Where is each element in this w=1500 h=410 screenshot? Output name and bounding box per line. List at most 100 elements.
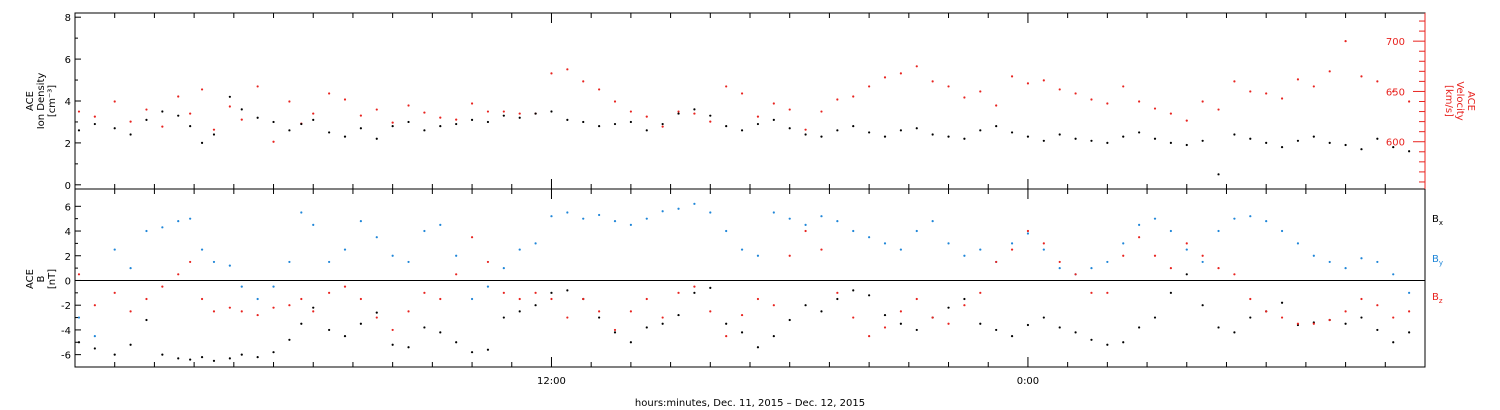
bottom-Bz-point xyxy=(288,304,291,307)
bottom-By-point xyxy=(550,215,553,218)
bottom-Bx-point xyxy=(486,348,490,351)
top-black-point xyxy=(534,112,537,115)
top-black-point xyxy=(300,122,303,126)
top-black-point xyxy=(161,110,164,113)
bottom-Bz-point xyxy=(312,310,315,313)
bottom-By-point xyxy=(931,220,934,223)
bottom-Bz-point xyxy=(177,273,180,276)
top-black-point xyxy=(439,125,442,128)
bottom-Bx-point xyxy=(288,338,291,341)
bottom-Bx-point xyxy=(312,306,315,309)
top-red-point xyxy=(613,100,617,103)
bottom-By-point xyxy=(883,242,887,245)
top-black-point xyxy=(518,116,521,119)
bottom-By-point xyxy=(677,207,680,210)
bottom-Bx-point xyxy=(629,341,632,344)
top-red-point xyxy=(1312,85,1315,88)
bottom-Bz-point xyxy=(1042,242,1045,245)
top-red-point xyxy=(113,100,116,103)
top-black-point xyxy=(256,116,259,119)
top-red-point xyxy=(145,108,148,111)
top-black-point xyxy=(200,141,204,145)
bottom-Bz-point xyxy=(820,248,823,251)
top-black-point xyxy=(129,133,132,136)
bottom-Bz-point xyxy=(995,260,998,264)
top-panel-frame xyxy=(74,12,1426,190)
bottom-Bz-point xyxy=(788,254,791,257)
bottom-left-tick-label: 2 xyxy=(65,252,71,263)
bottom-Bx-point xyxy=(899,322,902,325)
bottom-By-point xyxy=(582,217,585,220)
top-black-point xyxy=(613,122,617,126)
bottom-Bx-point xyxy=(852,289,855,292)
bottom-Bz-point xyxy=(931,316,934,319)
bottom-Bx-point xyxy=(693,291,696,294)
top-red-point xyxy=(550,72,553,75)
top-black-point xyxy=(550,110,553,113)
bottom-By-point xyxy=(868,236,871,239)
bottom-Bz-point xyxy=(391,328,394,332)
top-left-ylabel-line1: ACE xyxy=(25,91,36,111)
bottom-By-point xyxy=(470,297,474,301)
bottom-Bz-point xyxy=(661,316,664,319)
bottom-Bz-point xyxy=(145,297,148,301)
bottom-Bz-point xyxy=(486,260,490,264)
bottom-By-point xyxy=(836,220,839,223)
bottom-By-point xyxy=(312,223,315,226)
bottom-By-point xyxy=(1312,254,1315,257)
bottom-Bx-point xyxy=(455,341,458,344)
bottom-By-point xyxy=(486,285,490,288)
bottom-Bx-point xyxy=(328,328,331,332)
top-right-tick-label: 700 xyxy=(1386,37,1405,48)
top-red-point xyxy=(240,118,243,121)
top-black-point xyxy=(995,125,998,128)
bottom-By-point xyxy=(1328,260,1331,264)
top-black-point xyxy=(693,108,696,111)
bottom-Bz-point xyxy=(470,236,474,239)
bottom-By-point xyxy=(1360,257,1363,260)
top-red-point xyxy=(1328,70,1331,73)
bottom-Bx-point xyxy=(963,297,966,301)
top-red-point xyxy=(328,92,331,95)
top-black-point xyxy=(1217,173,1220,176)
bottom-Bx-point xyxy=(189,358,192,361)
bottom-Bx-point xyxy=(566,289,569,292)
top-red-point xyxy=(582,80,585,83)
bottom-Bz-point xyxy=(1265,310,1268,313)
top-left-tick-label: 0 xyxy=(65,181,71,192)
top-black-point xyxy=(93,122,96,126)
top-red-point xyxy=(189,112,192,115)
bottom-By-point xyxy=(1026,232,1030,235)
top-red-point xyxy=(725,85,728,88)
top-red-point xyxy=(1392,90,1395,93)
top-red-point xyxy=(177,95,180,98)
bottom-Bx-point xyxy=(423,326,426,329)
top-left-tick-label: 4 xyxy=(65,97,71,108)
bottom-By-point xyxy=(343,248,347,251)
bottom-Bz-point xyxy=(77,273,81,276)
top-red-point xyxy=(1090,98,1093,101)
top-black-point xyxy=(836,129,839,132)
bottom-Bx-point xyxy=(1376,328,1379,332)
top-black-point xyxy=(1090,139,1093,142)
bottom-Bz-point xyxy=(709,310,712,313)
bottom-Bz-point xyxy=(915,297,918,301)
bottom-By-point xyxy=(375,236,378,239)
bottom-Bz-point xyxy=(93,304,96,307)
top-red-point xyxy=(359,114,362,117)
top-red-point xyxy=(788,108,791,111)
bottom-By-point xyxy=(1201,260,1204,264)
top-red-point xyxy=(228,105,231,108)
bottom-Bx-point xyxy=(772,334,775,338)
bottom-Bz-point xyxy=(550,297,553,301)
bottom-By-point xyxy=(1058,267,1061,270)
bottom-Bx-point xyxy=(979,322,982,325)
top-red-point xyxy=(343,98,347,101)
top-red-point xyxy=(256,85,259,88)
top-right-tick-label: 650 xyxy=(1386,87,1405,98)
bottom-By-point xyxy=(1233,217,1236,220)
bottom-Bx-point xyxy=(1058,326,1061,329)
bottom-By-point xyxy=(423,229,426,233)
bottom-panel-frame xyxy=(74,188,1426,368)
